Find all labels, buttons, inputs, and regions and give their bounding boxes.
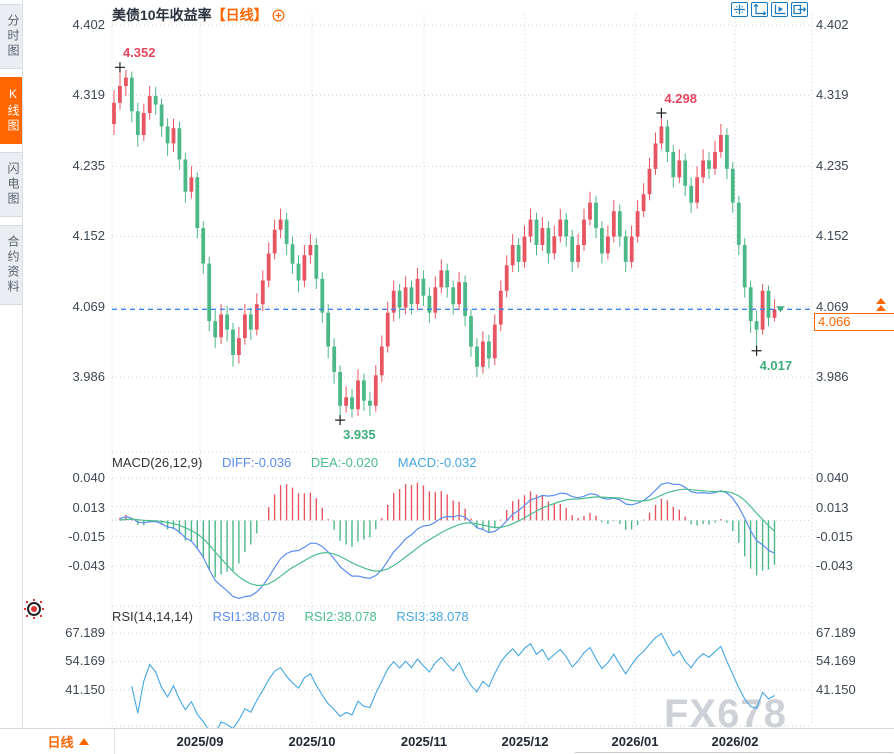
- axis-label: 4.402: [816, 17, 849, 32]
- x-axis-date: 2026/01: [611, 734, 659, 749]
- axis-label: 0.040: [816, 470, 849, 485]
- rsi-params-label: RSI(14,14,14): [112, 609, 193, 624]
- exit-right-icon[interactable]: [791, 2, 808, 17]
- period-selector[interactable]: 日线: [22, 729, 115, 754]
- sidebar-item-timeshare[interactable]: 分时图: [0, 4, 22, 69]
- axis-label: 3.986: [816, 369, 849, 384]
- axis-label: 3.986: [72, 369, 105, 384]
- axis-label: 4.152: [816, 228, 849, 243]
- sidebar-item-lightning[interactable]: 闪电图: [0, 152, 22, 217]
- macd-diff-value: DIFF:-0.036: [221, 455, 292, 470]
- current-price-tag: 4.066: [814, 313, 894, 331]
- move-crosshair-icon[interactable]: [731, 2, 748, 17]
- x-axis-date: 2025/12: [501, 734, 549, 749]
- axis-label: 4.235: [816, 158, 849, 173]
- chart-toolbar: [731, 2, 808, 17]
- axis-label: 0.040: [72, 470, 105, 485]
- sidebar-item-contract-info[interactable]: 合约资料: [0, 225, 22, 305]
- axis-label: -0.043: [68, 558, 105, 573]
- x-axis-date: 2026/02: [711, 734, 759, 749]
- axis-label: 4.319: [72, 87, 105, 102]
- axis-label: 4.235: [72, 158, 105, 173]
- axis-label: 4.069: [816, 299, 849, 314]
- bottom-bar: 日线 2025/09 2025/10 2025/11 2025/12 2026/…: [0, 728, 894, 754]
- macd-settings-row[interactable]: MACD(26,12,9) DIFF:-0.036 DEA:-0.020 MAC…: [112, 455, 493, 470]
- period-label: 日线: [47, 735, 74, 750]
- axis-label: 54.169: [65, 653, 105, 668]
- axis-label: 4.069: [72, 299, 105, 314]
- sidebar-item-kline[interactable]: K线图: [0, 77, 22, 144]
- axis-label: 0.013: [72, 500, 105, 515]
- zoom-extents-icon[interactable]: [751, 2, 768, 17]
- axis-label: 4.319: [816, 87, 849, 102]
- axis-label: 4.152: [72, 228, 105, 243]
- macd-params-label: MACD(26,12,9): [112, 455, 203, 470]
- macd-dea-value: DEA:-0.020: [310, 455, 379, 470]
- rsi2-value: RSI2:38.078: [304, 609, 377, 624]
- sidebar: 分时图 K线图 闪电图 合约资料: [0, 0, 23, 728]
- playback-icon[interactable]: [771, 2, 788, 17]
- x-axis-date: 2025/10: [288, 734, 336, 749]
- chevron-up-icon: [78, 738, 89, 745]
- axis-label: -0.015: [816, 529, 853, 544]
- axis-label: 0.013: [816, 500, 849, 515]
- scrollbar[interactable]: [575, 752, 893, 753]
- price-up-marker-icon: [876, 298, 886, 312]
- x-axis-date: 2025/11: [400, 734, 448, 749]
- rsi3-value: RSI3:38.078: [396, 609, 469, 624]
- axis-label: -0.015: [68, 529, 105, 544]
- page-title: 美债10年收益率: [112, 7, 212, 23]
- add-overlay-icon[interactable]: [272, 9, 285, 27]
- axis-label: 41.150: [65, 682, 105, 697]
- x-axis-date: 2025/09: [176, 734, 224, 749]
- rsi1-value: RSI1:38.078: [212, 609, 285, 624]
- axis-label: 54.169: [816, 653, 856, 668]
- period-tag: 【日线】: [211, 7, 268, 23]
- axis-label: 67.189: [816, 625, 856, 640]
- axis-label: 4.402: [72, 17, 105, 32]
- axis-label: 41.150: [816, 682, 856, 697]
- title-bar: 美债10年收益率【日线】: [112, 5, 285, 23]
- rsi-settings-row[interactable]: RSI(14,14,14) RSI1:38.078 RSI2:38.078 RS…: [112, 609, 485, 624]
- macd-macd-value: MACD:-0.032: [397, 455, 477, 470]
- axis-label: 67.189: [65, 625, 105, 640]
- live-dot-icon: [27, 602, 41, 616]
- axis-label: -0.043: [816, 558, 853, 573]
